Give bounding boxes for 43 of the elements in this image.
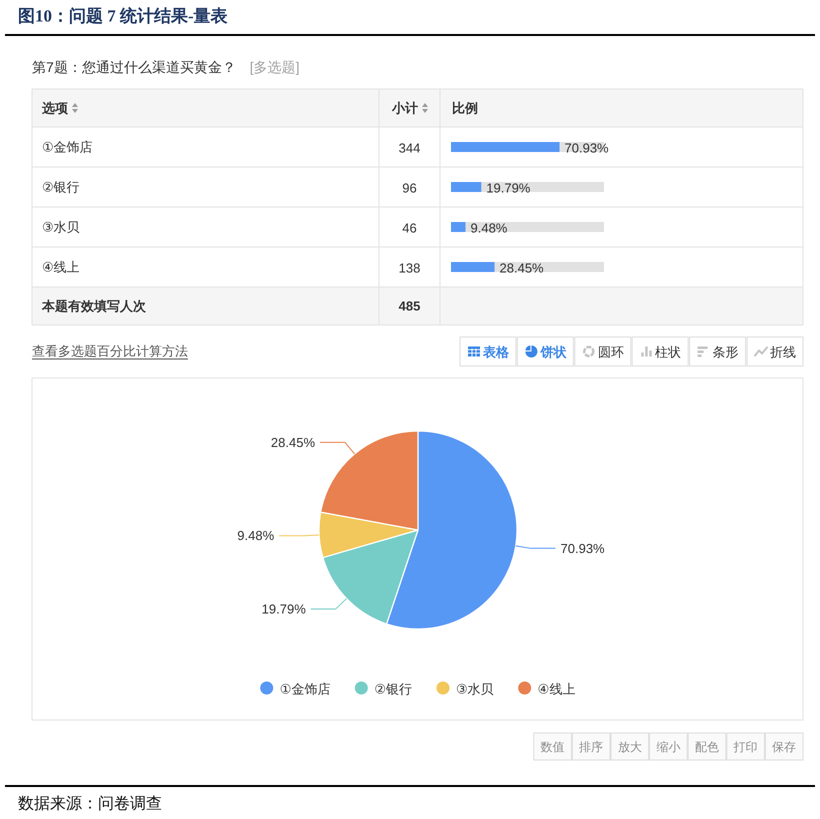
source-note: 数据来源：问卷调查 bbox=[18, 794, 162, 812]
legend-label: ④线上 bbox=[538, 682, 576, 696]
text: 圆环 bbox=[598, 344, 624, 360]
text: 比例 bbox=[452, 100, 478, 116]
text: 饼状 bbox=[539, 344, 568, 360]
text: 柱状 bbox=[655, 344, 682, 360]
text: 条形 bbox=[712, 344, 739, 360]
text: 138 bbox=[398, 260, 420, 276]
text: 缩小 bbox=[656, 740, 680, 754]
y-tick-label: ④线上 bbox=[42, 260, 80, 274]
text: 查看多选题百分比计算方法 bbox=[32, 344, 188, 358]
legend-label: ①金饰店 bbox=[280, 682, 330, 696]
data-label: 28.45% bbox=[500, 260, 544, 276]
text: 小计 bbox=[391, 100, 418, 116]
text: [多选题] bbox=[250, 59, 300, 75]
text: 数值 bbox=[540, 740, 565, 754]
text: 485 bbox=[398, 298, 420, 314]
data-label: 9.48% bbox=[470, 220, 508, 236]
text: 放大 bbox=[618, 740, 642, 754]
text: 配色 bbox=[695, 740, 719, 754]
legend-label: ②银行 bbox=[374, 682, 412, 696]
text: 选项 bbox=[41, 100, 69, 116]
y-tick-label: ①金饰店 bbox=[42, 140, 93, 154]
data-label: 70.93% bbox=[564, 140, 610, 156]
text: 344 bbox=[398, 140, 420, 156]
y-tick-label: ③水贝 bbox=[42, 220, 80, 234]
text: 本题有效填写人次 bbox=[41, 298, 147, 314]
data-label: 9.48% bbox=[237, 528, 275, 544]
y-tick-label: ②银行 bbox=[42, 180, 80, 194]
text: 保存 bbox=[772, 740, 796, 754]
text: 折线 bbox=[770, 344, 796, 360]
data-label: 70.93% bbox=[560, 540, 606, 556]
text: 排序 bbox=[579, 740, 604, 754]
caption: 图10：问题 7 统计结果-量表 bbox=[18, 6, 229, 26]
text: 第7题：您通过什么渠道买黄金？ bbox=[32, 59, 236, 75]
data-label: 28.45% bbox=[270, 434, 316, 450]
legend-label: ③水贝 bbox=[456, 682, 494, 696]
text: 96 bbox=[402, 180, 417, 196]
data-label: 19.79% bbox=[262, 601, 306, 616]
text: 打印 bbox=[732, 740, 758, 754]
text: 46 bbox=[402, 220, 417, 236]
data-label: 19.79% bbox=[486, 180, 531, 196]
text: 表格 bbox=[482, 344, 510, 360]
